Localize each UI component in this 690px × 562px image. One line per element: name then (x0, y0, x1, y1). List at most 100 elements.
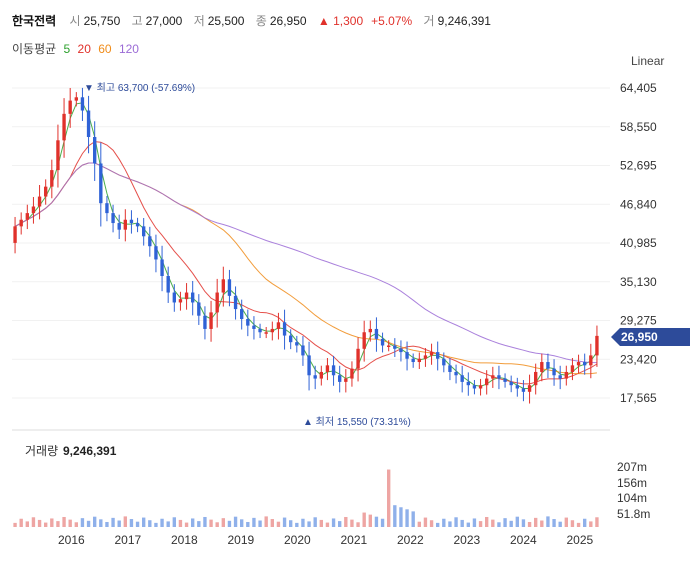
volume-bar (331, 518, 336, 527)
volume-bar (558, 521, 562, 527)
candle-body (172, 292, 176, 303)
open-label: 시 (69, 14, 81, 28)
volume-bar (380, 518, 385, 527)
candle-body (154, 246, 158, 260)
volume-bar (313, 517, 317, 527)
volume-bar (423, 517, 428, 527)
volume-bar (221, 518, 225, 527)
candle-body (50, 170, 54, 187)
candle-body (576, 362, 581, 366)
candle-body (503, 378, 507, 382)
candle-body (246, 319, 250, 326)
change-percent: +5.07% (371, 14, 413, 28)
volume-bar (111, 517, 115, 527)
candle-body (31, 206, 36, 214)
candle-body (429, 352, 434, 356)
year-tick-label: 2023 (454, 533, 481, 547)
candle-body (117, 223, 121, 230)
candle-body (86, 110, 91, 138)
candle-body (380, 338, 385, 346)
year-tick-label: 2021 (341, 533, 368, 547)
candle-body (56, 140, 60, 171)
year-tick-label: 2018 (171, 533, 198, 547)
candle-body (534, 371, 538, 386)
volume-bar (86, 520, 91, 527)
volume-bar (270, 519, 274, 527)
volume-bar (50, 518, 54, 527)
volume-bar (105, 521, 109, 527)
candle-body (276, 322, 281, 329)
ma-lines (14, 102, 598, 389)
volume-bar (129, 519, 134, 527)
volume-bar (350, 519, 354, 527)
candle-body (282, 322, 287, 336)
candle-body (123, 219, 127, 230)
volume-bar (191, 518, 195, 527)
candle-body (521, 388, 526, 392)
candle-body (233, 295, 238, 310)
candle-body (460, 375, 464, 382)
year-tick-label: 2017 (115, 533, 142, 547)
candle-body (368, 328, 372, 333)
candle-body (454, 371, 458, 376)
candle-body (135, 223, 140, 227)
candle-body (478, 385, 483, 389)
volume-bar (534, 517, 538, 527)
candle-body (595, 335, 599, 356)
candle-body (417, 358, 421, 363)
year-tick-label: 2024 (510, 533, 537, 547)
volume-bar (258, 520, 262, 527)
volume-bar (123, 516, 127, 527)
volume-bar (576, 522, 581, 527)
volume-bar (448, 521, 452, 527)
volume-bar (166, 521, 170, 527)
candle-body (362, 332, 366, 349)
candle-body (552, 368, 556, 376)
price-tick-label: 52,695 (620, 159, 657, 173)
scale-toggle[interactable]: Linear (631, 54, 664, 68)
volume-bar (282, 517, 287, 527)
candle-body (393, 345, 397, 349)
candle-body (62, 113, 66, 141)
candle-body (142, 226, 146, 237)
change-value: ▲ 1,300 (317, 14, 364, 28)
volume-tick-label: 156m (617, 476, 647, 490)
candles (13, 87, 599, 404)
candle-body (99, 163, 103, 204)
volume-bar (19, 518, 23, 527)
candle-body (270, 328, 274, 333)
candle-body (411, 358, 415, 363)
candle-body (405, 352, 409, 359)
close-value: 26,950 (269, 14, 307, 28)
candle-body (325, 365, 330, 372)
candle-body (203, 315, 207, 329)
volume-bar (184, 522, 189, 527)
candle-body (209, 312, 213, 329)
price-tick-label: 17,565 (620, 391, 657, 405)
volume-bar (387, 469, 391, 527)
volume-bar (44, 522, 48, 527)
candle-body (497, 375, 501, 379)
candle-body (25, 213, 29, 220)
volume-bar (472, 518, 477, 527)
candle-body (301, 345, 305, 356)
candle-body (111, 213, 115, 224)
volume-bar (209, 519, 213, 527)
volume-tick-label: 104m (617, 491, 647, 505)
candle-body (546, 362, 550, 369)
volume-bar (436, 522, 440, 527)
candle-body (93, 137, 97, 164)
volume-bar (589, 521, 593, 527)
candle-body (252, 325, 256, 329)
volume-bar (233, 516, 238, 527)
candle-body (350, 368, 354, 379)
volume-bar (503, 518, 507, 527)
volume-bar (442, 518, 446, 527)
close-label: 종 (255, 14, 267, 28)
volume-label: 거 (423, 14, 435, 28)
volume-bar (527, 521, 532, 527)
volume-bars (13, 469, 599, 527)
candle-body (307, 355, 311, 376)
volume-bar (74, 522, 78, 527)
